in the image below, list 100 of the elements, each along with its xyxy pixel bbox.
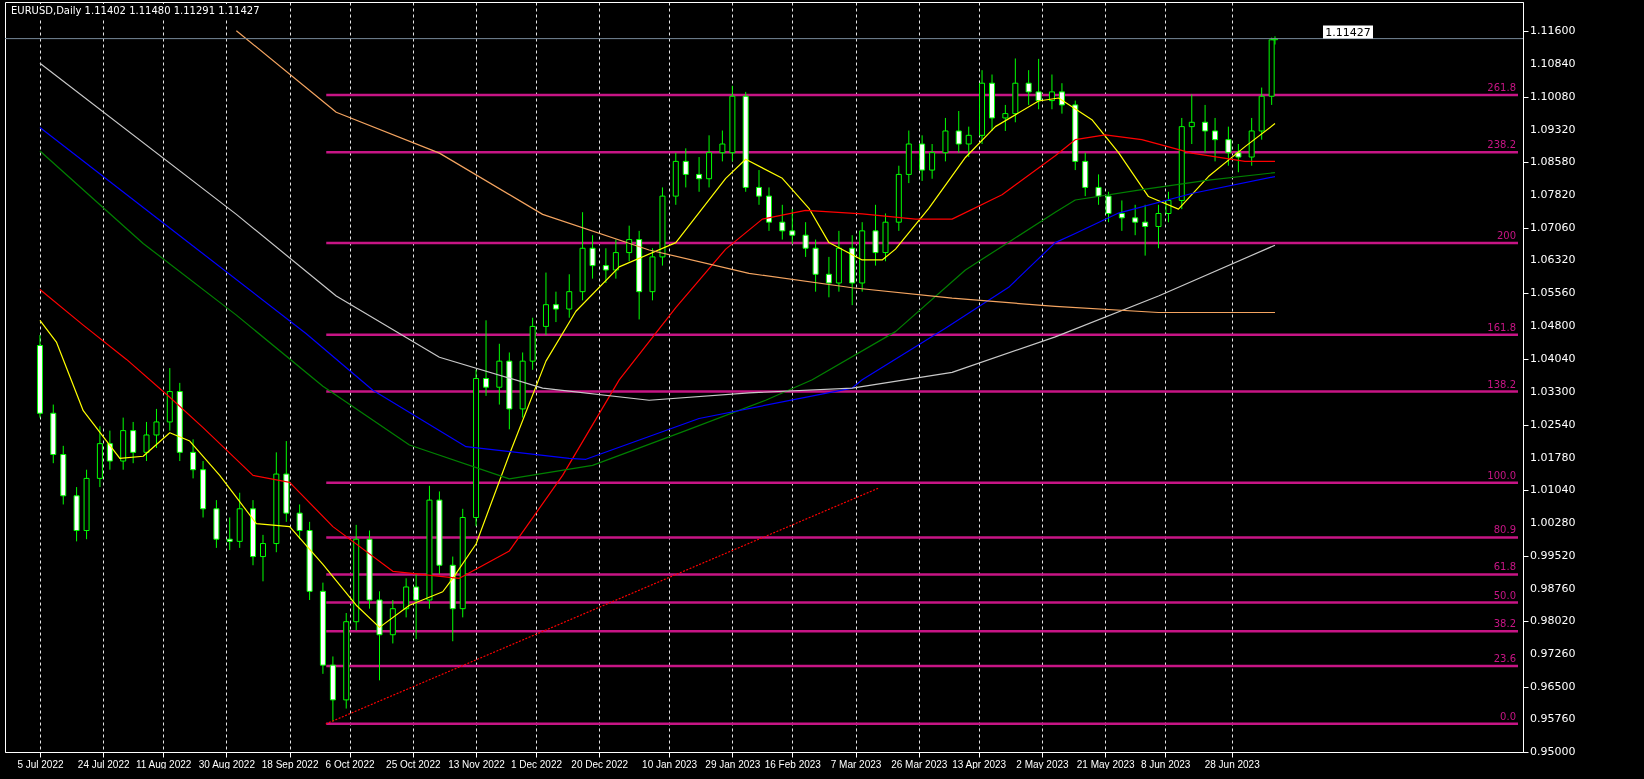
y-tick-label: 0.97260 [1530, 646, 1576, 660]
series-label: 261.8 [1487, 81, 1516, 93]
candlestick [682, 147, 689, 188]
y-tick-label: 1.05560 [1530, 286, 1576, 300]
candlestick [1212, 117, 1219, 162]
x-tick-label: 16 Feb 2023 [764, 758, 822, 770]
x-tick-label: 11 Aug 2022 [135, 758, 192, 770]
y-tick-label: 1.10080 [1530, 90, 1576, 104]
candlestick [190, 438, 197, 479]
candlestick [1002, 104, 1009, 132]
candlestick [296, 503, 303, 540]
x-tick-label: 2 May 2023 [1016, 758, 1070, 770]
chart-title: EURUSD,Daily 1.11402 1.11480 1.11291 1.11427 [11, 5, 260, 16]
candlestick [403, 577, 410, 618]
candlestick [589, 234, 596, 280]
x-tick-label: 13 Apr 2023 [952, 758, 1007, 770]
candlestick [872, 204, 879, 267]
y-tick-label: 0.98020 [1530, 613, 1576, 627]
y-tick-label: 0.95760 [1530, 711, 1576, 725]
candlestick [1048, 74, 1055, 110]
candlestick [965, 126, 972, 158]
series-label: 61.8 [1493, 561, 1516, 573]
x-tick-label: 30 Aug 2022 [198, 758, 256, 770]
candlestick [756, 169, 763, 206]
candlestick [566, 273, 573, 319]
y-tick-label: 1.10840 [1530, 57, 1576, 71]
x-tick-label: 26 Mar 2023 [891, 758, 948, 770]
y-tick-label: 1.07060 [1530, 221, 1576, 235]
y-tick-label: 0.96500 [1530, 679, 1576, 693]
ref-line-label: 1.11427 [1325, 25, 1371, 39]
y-tick-label: 1.06320 [1530, 253, 1576, 267]
x-tick-label: 13 Nov 2022 [448, 758, 506, 770]
candlestick [552, 291, 559, 323]
candlestick [602, 247, 609, 284]
candlestick [612, 239, 619, 280]
series-label: 0.0 [1500, 710, 1516, 722]
y-tick-label: 1.04800 [1530, 319, 1576, 333]
candlestick [696, 156, 703, 193]
candlestick [626, 225, 633, 262]
candlestick [955, 110, 962, 154]
y-tick-label: 1.01040 [1530, 482, 1576, 496]
candlestick [1142, 204, 1149, 257]
y-tick-label: 1.01780 [1530, 450, 1576, 464]
candlestick [1188, 94, 1195, 145]
candlestick [153, 408, 160, 449]
candlestick [929, 143, 936, 180]
candlestick [1058, 82, 1065, 115]
series-label: 23.6 [1493, 653, 1516, 665]
candlestick [779, 204, 786, 241]
x-tick-label: 24 Jul 2022 [77, 758, 130, 770]
line-series [235, 30, 1276, 314]
series-label: 100.0 [1487, 469, 1516, 481]
candlestick [260, 534, 266, 582]
x-tick-label: 20 Dec 2022 [571, 758, 629, 770]
candlestick [1155, 204, 1162, 249]
x-tick-label: 28 Jun 2023 [1204, 758, 1261, 770]
candlestick [825, 256, 832, 298]
x-tick-label: 5 Jul 2022 [17, 758, 64, 770]
candlestick [1202, 104, 1209, 154]
candlestick [1025, 69, 1032, 106]
candlestick [1118, 199, 1125, 232]
x-tick-label: 8 Jun 2023 [1140, 758, 1191, 770]
y-tick-label: 0.95000 [1530, 745, 1576, 758]
series-label: 238.2 [1487, 139, 1516, 151]
x-tick-label: 10 Jan 2023 [642, 758, 698, 770]
y-tick-label: 1.08580 [1530, 155, 1576, 169]
y-tick-label: 1.04040 [1530, 352, 1576, 366]
candlestick [130, 421, 137, 464]
x-tick-label: 6 Oct 2022 [325, 758, 375, 770]
series-label: 161.8 [1487, 321, 1516, 333]
y-tick-label: 1.00280 [1530, 515, 1576, 529]
x-tick-label: 1 Dec 2022 [510, 758, 563, 770]
candlestick [719, 130, 726, 162]
x-tick-label: 21 May 2023 [1076, 758, 1136, 770]
candlestick [1095, 173, 1102, 206]
x-tick-label: 29 Jan 2023 [705, 758, 761, 770]
series-label: 38.2 [1493, 618, 1516, 630]
line-series [39, 62, 1276, 401]
y-tick-label: 1.09320 [1530, 123, 1576, 137]
candlestick [542, 272, 549, 336]
candlestick [483, 319, 490, 397]
candlestick [1235, 143, 1242, 173]
x-tick-label: 18 Sep 2022 [261, 758, 319, 770]
y-tick-label: 1.11600 [1530, 24, 1576, 38]
line-series [39, 134, 1276, 579]
y-tick-label: 1.02540 [1530, 417, 1576, 431]
series-label: 138.2 [1487, 378, 1516, 390]
y-tick-label: 0.98760 [1530, 581, 1576, 595]
candlestick [1132, 204, 1139, 236]
y-tick-label: 1.03300 [1530, 384, 1576, 398]
series-label: 80.9 [1493, 524, 1516, 536]
candlestick [802, 221, 809, 258]
series-label: 200 [1496, 230, 1516, 242]
x-tick-label: 7 Mar 2023 [830, 758, 882, 770]
x-tick-label: 25 Oct 2022 [386, 758, 441, 770]
candlestick [106, 430, 113, 471]
candlestick [942, 117, 949, 162]
candlestick [143, 421, 150, 462]
y-tick-label: 1.07820 [1530, 188, 1576, 202]
candlestick [1165, 191, 1172, 223]
